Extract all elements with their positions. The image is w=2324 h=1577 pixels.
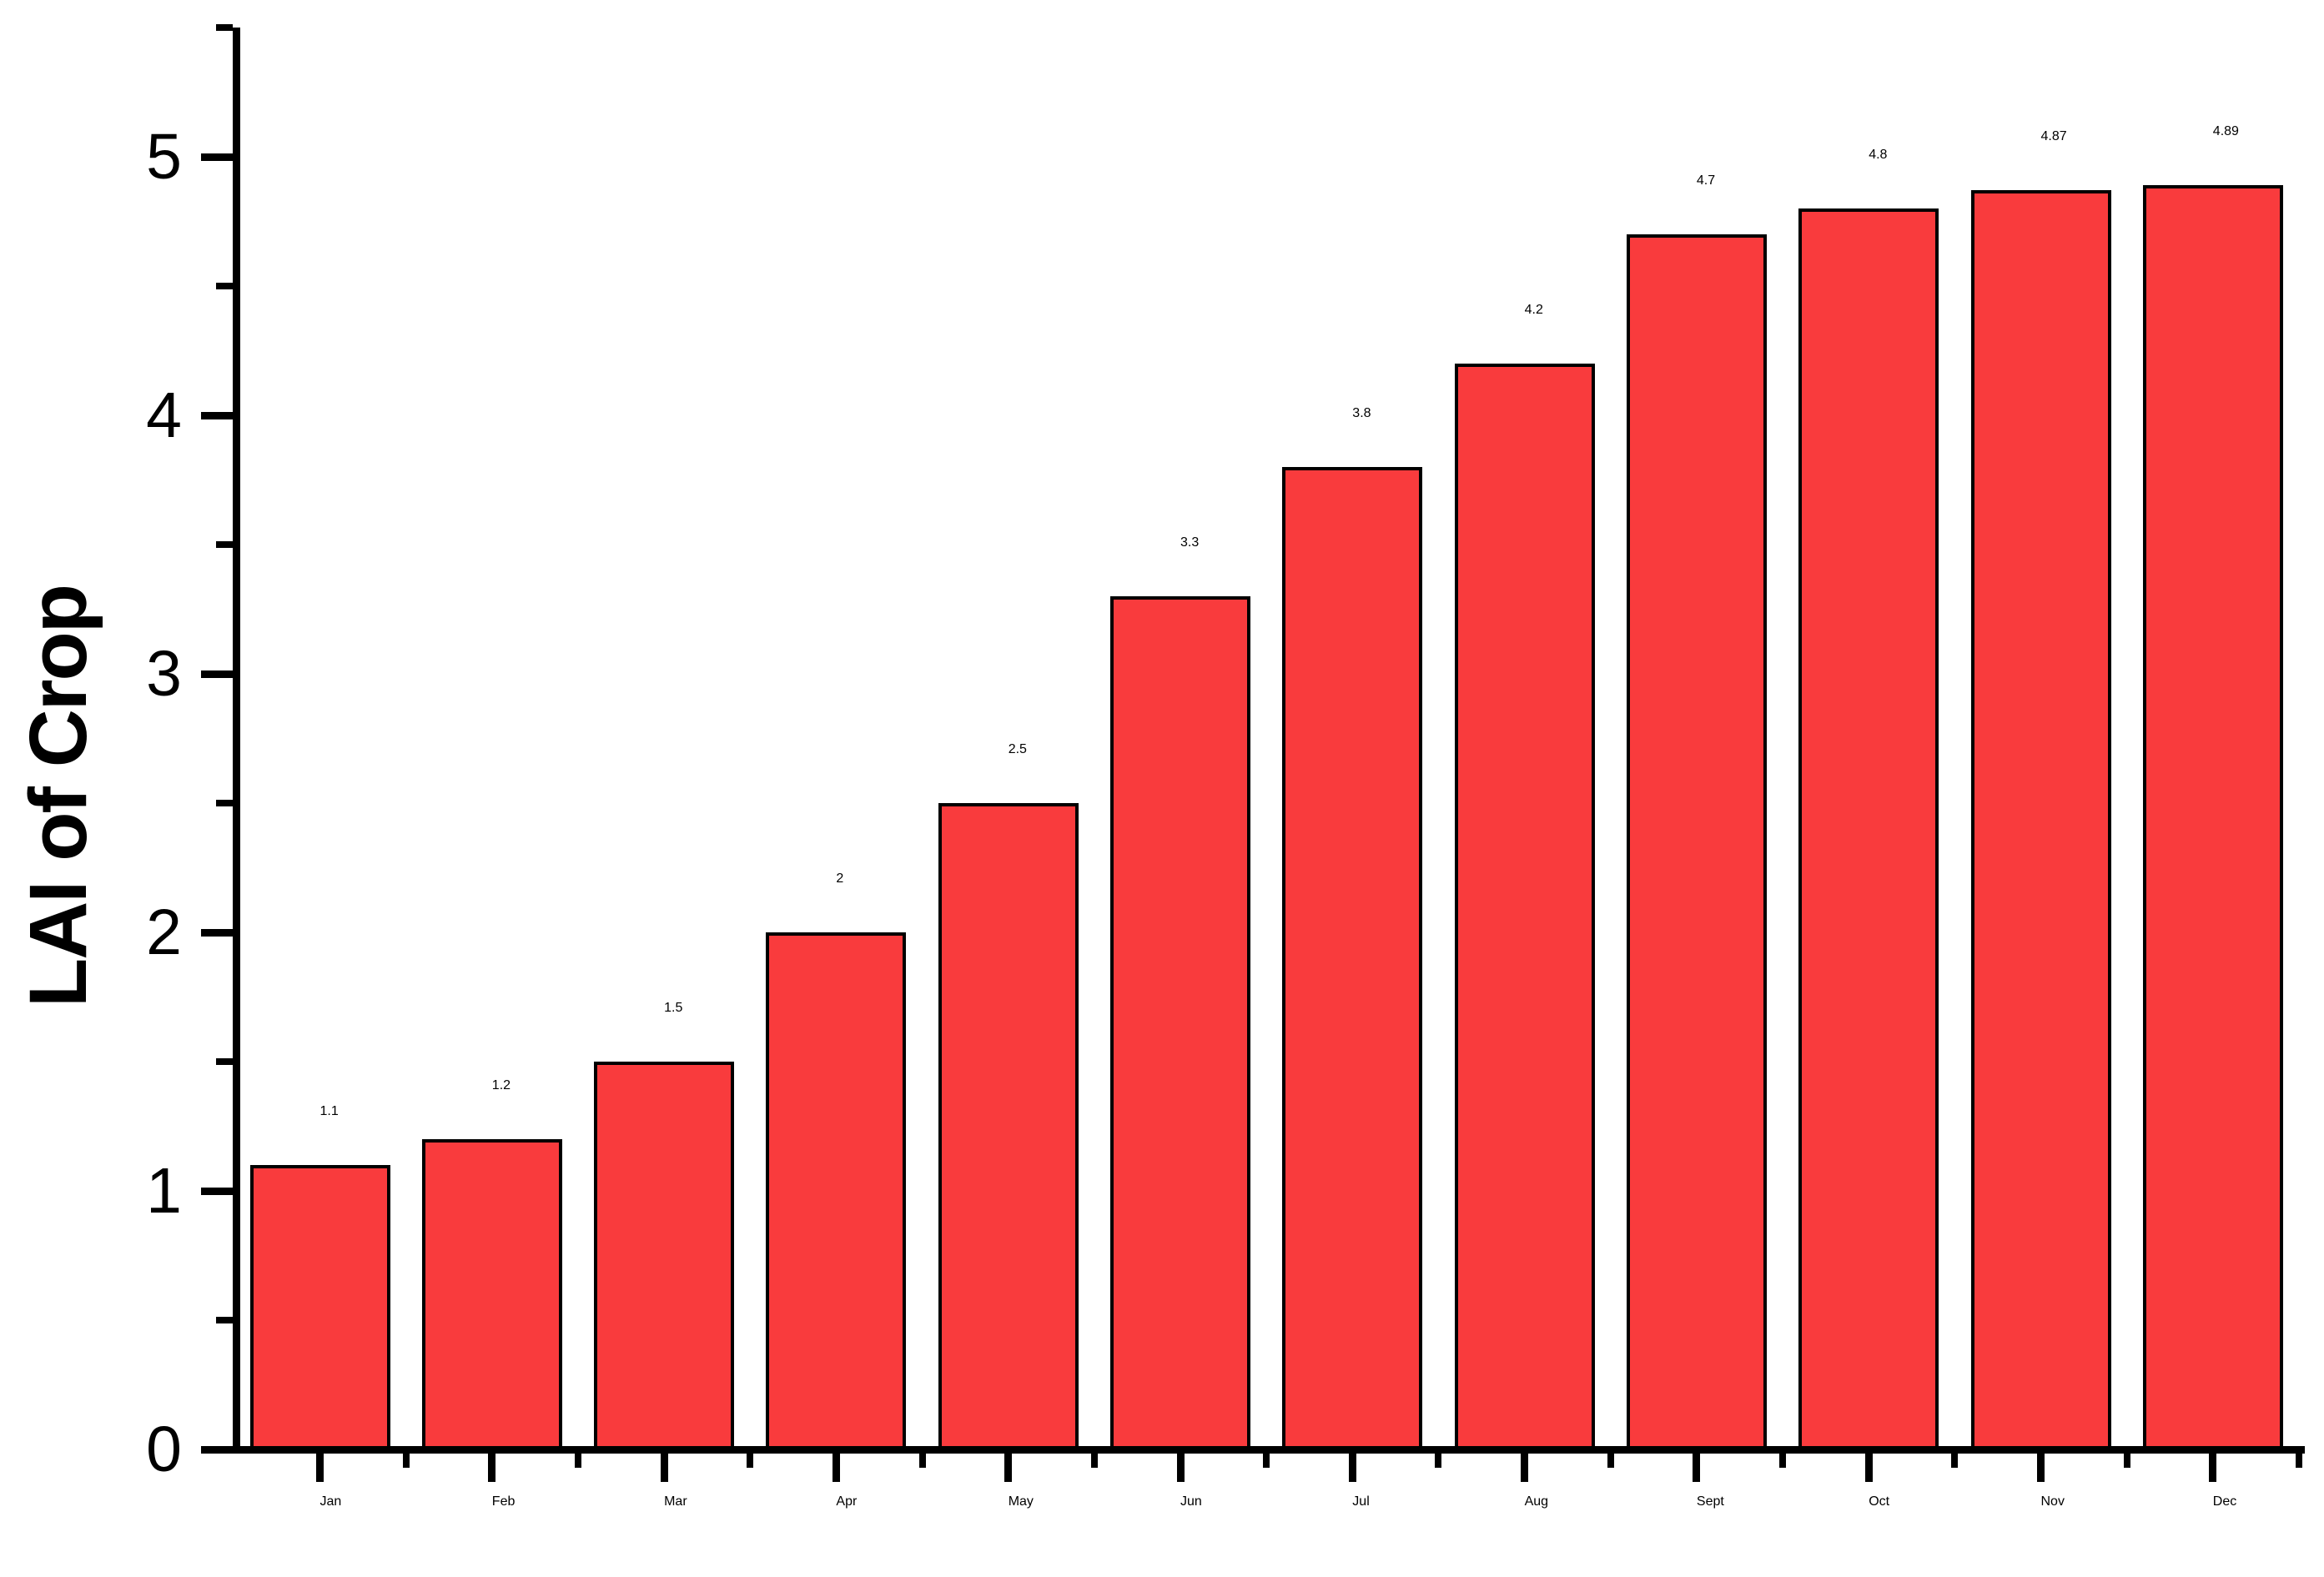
x-minor-tick — [2295, 1454, 2302, 1468]
x-category-label: Apr — [836, 1494, 858, 1509]
x-category-label: Mar — [664, 1494, 687, 1509]
x-category-label: Jun — [1180, 1494, 1202, 1509]
bar-value-label: 4.7 — [1696, 173, 1716, 188]
x-major-tick — [316, 1454, 324, 1482]
x-minor-tick — [1951, 1454, 1959, 1468]
y-tick-label: 3 — [146, 638, 182, 710]
x-category-label: Aug — [1524, 1494, 1549, 1509]
x-major-tick — [2209, 1454, 2217, 1482]
x-category-label: Sept — [1696, 1494, 1724, 1509]
y-major-tick — [201, 153, 233, 161]
bar-value-label: 3.8 — [1352, 406, 1371, 420]
bar — [1626, 234, 1767, 1449]
x-major-tick — [1348, 1454, 1356, 1482]
x-major-tick — [1864, 1454, 1873, 1482]
x-major-tick — [1176, 1454, 1185, 1482]
x-category-label: Oct — [1869, 1494, 1890, 1509]
x-major-tick — [2037, 1454, 2045, 1482]
x-major-tick — [1521, 1454, 1529, 1482]
bar — [594, 1062, 735, 1449]
bar-value-label: 3.3 — [1180, 535, 1200, 550]
y-tick-label: 5 — [146, 121, 182, 193]
x-minor-tick — [918, 1454, 926, 1468]
bar-value-label: 4.8 — [1869, 148, 1888, 162]
x-category-label: May — [1008, 1494, 1034, 1509]
y-minor-tick — [216, 24, 233, 31]
y-tick-label: 1 — [146, 1155, 182, 1227]
bar — [421, 1139, 562, 1449]
x-axis-line — [233, 1446, 2305, 1454]
x-category-label: Feb — [491, 1494, 516, 1509]
bar-value-label: 1.2 — [491, 1078, 511, 1092]
x-category-label: Jan — [319, 1494, 342, 1509]
y-major-tick — [201, 412, 233, 419]
y-major-tick — [201, 929, 233, 937]
bar — [1282, 467, 1423, 1449]
bar — [1798, 208, 1939, 1449]
y-major-tick — [201, 670, 233, 678]
x-minor-tick — [1090, 1454, 1098, 1468]
x-category-label: Nov — [2040, 1494, 2065, 1509]
y-tick-label: 2 — [146, 896, 182, 968]
y-minor-tick — [216, 283, 233, 289]
x-minor-tick — [1779, 1454, 1787, 1468]
x-major-tick — [1693, 1454, 1701, 1482]
y-major-tick — [201, 1446, 233, 1454]
x-category-label: Jul — [1352, 1494, 1370, 1509]
y-tick-label: 0 — [146, 1414, 182, 1485]
y-axis-line — [233, 28, 240, 1454]
x-minor-tick — [2123, 1454, 2130, 1468]
y-major-tick — [201, 1188, 233, 1195]
bar — [1454, 364, 1595, 1449]
y-minor-tick — [216, 1317, 233, 1323]
x-category-label: Dec — [2212, 1494, 2237, 1509]
x-minor-tick — [1263, 1454, 1270, 1468]
y-minor-tick — [216, 1058, 233, 1065]
bar — [766, 932, 907, 1449]
bar — [1110, 596, 1250, 1449]
bar-value-label: 2.5 — [1008, 742, 1027, 756]
y-minor-tick — [216, 800, 233, 806]
x-minor-tick — [1435, 1454, 1442, 1468]
x-major-tick — [660, 1454, 668, 1482]
bar-value-label: 1.5 — [664, 1001, 683, 1015]
x-minor-tick — [1607, 1454, 1614, 1468]
x-minor-tick — [747, 1454, 754, 1468]
x-minor-tick — [574, 1454, 581, 1468]
bar — [1970, 190, 2111, 1449]
bar — [2142, 185, 2283, 1449]
bar — [938, 803, 1079, 1449]
bar-value-label: 4.87 — [2040, 129, 2067, 144]
bar-value-label: 4.89 — [2212, 124, 2239, 139]
x-minor-tick — [402, 1454, 410, 1468]
x-major-tick — [832, 1454, 840, 1482]
x-major-tick — [1004, 1454, 1013, 1482]
bar — [249, 1165, 390, 1449]
x-major-tick — [488, 1454, 496, 1482]
y-minor-tick — [216, 541, 233, 548]
bar-value-label: 4.2 — [1524, 303, 1543, 317]
y-tick-label: 4 — [146, 379, 182, 451]
bar-value-label: 1.1 — [319, 1104, 339, 1118]
bar-value-label: 2 — [836, 871, 844, 886]
